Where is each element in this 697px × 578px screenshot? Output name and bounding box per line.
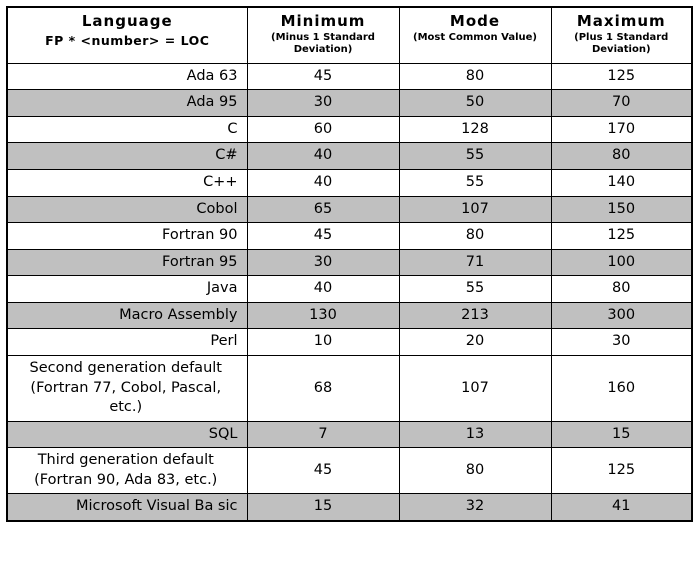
- table-row: Cobol 65 107 150: [6, 195, 693, 224]
- mode-cell: 55: [398, 275, 552, 303]
- header-minimum-title: Minimum: [280, 12, 366, 30]
- mode-cell: 80: [398, 62, 552, 91]
- minimum-cell: 30: [246, 89, 400, 117]
- maximum-cell: 80: [550, 275, 693, 303]
- mode-cell: 32: [398, 493, 552, 522]
- minimum-cell: 65: [246, 195, 400, 224]
- header-row: Language FP * <number> = LOC Minimum (Mi…: [6, 6, 693, 64]
- header-minimum: Minimum (Minus 1 Standard Deviation): [246, 6, 400, 64]
- mode-cell: 128: [398, 115, 552, 144]
- language-cell: Perl: [6, 328, 248, 356]
- mode-cell: 107: [398, 354, 552, 422]
- header-language-title: Language: [81, 12, 173, 30]
- table-row: C++ 40 55 140: [6, 169, 693, 197]
- table-row: Ada 95 30 50 70: [6, 89, 693, 117]
- language-cell: Ada 63: [6, 62, 248, 91]
- mode-cell: 55: [398, 169, 552, 197]
- language-cell: Cobol: [6, 195, 248, 224]
- maximum-cell: 15: [550, 420, 693, 449]
- maximum-cell: 70: [550, 89, 693, 117]
- maximum-cell: 100: [550, 248, 693, 277]
- table-row: Macro Assembly 130 213 300: [6, 301, 693, 330]
- table-row: SQL 7 13 15: [6, 420, 693, 449]
- minimum-cell: 7: [246, 420, 400, 449]
- mode-cell: 50: [398, 89, 552, 117]
- language-cell: Microsoft Visual Ba sic: [6, 493, 248, 522]
- maximum-cell: 80: [550, 142, 693, 170]
- maximum-cell: 150: [550, 195, 693, 224]
- fp-loc-conversion-table: Language FP * <number> = LOC Minimum (Mi…: [6, 6, 693, 522]
- maximum-cell: 30: [550, 328, 693, 356]
- header-maximum: Maximum (Plus 1 Standard Deviation): [550, 6, 693, 64]
- table-row: Ada 63 45 80 125: [6, 62, 693, 91]
- maximum-cell: 160: [550, 354, 693, 422]
- table-row: Second generation default (Fortran 77, C…: [6, 354, 693, 422]
- maximum-cell: 300: [550, 301, 693, 330]
- header-language-subtitle: FP * <number> = LOC: [45, 32, 210, 48]
- minimum-cell: 40: [246, 275, 400, 303]
- minimum-cell: 60: [246, 115, 400, 144]
- table-row: Third generation default (Fortran 90, Ad…: [6, 447, 693, 495]
- maximum-cell: 41: [550, 493, 693, 522]
- language-cell: Third generation default (Fortran 90, Ad…: [6, 447, 248, 495]
- language-cell: C++: [6, 169, 248, 197]
- language-cell: SQL: [6, 420, 248, 449]
- language-cell: C#: [6, 142, 248, 170]
- table-row: Perl 10 20 30: [6, 328, 693, 356]
- header-minimum-subtitle: (Minus 1 Standard Deviation): [271, 31, 375, 56]
- table-row: Java 40 55 80: [6, 275, 693, 303]
- mode-cell: 71: [398, 248, 552, 277]
- maximum-cell: 170: [550, 115, 693, 144]
- mode-cell: 20: [398, 328, 552, 356]
- minimum-cell: 15: [246, 493, 400, 522]
- mode-cell: 213: [398, 301, 552, 330]
- header-maximum-subtitle: (Plus 1 Standard Deviation): [574, 31, 669, 56]
- header-maximum-title: Maximum: [576, 12, 666, 30]
- minimum-cell: 130: [246, 301, 400, 330]
- header-mode-subtitle: (Most Common Value): [413, 31, 537, 43]
- mode-cell: 107: [398, 195, 552, 224]
- language-cell: Java: [6, 275, 248, 303]
- header-mode: Mode (Most Common Value): [398, 6, 552, 64]
- language-cell: C: [6, 115, 248, 144]
- minimum-cell: 30: [246, 248, 400, 277]
- table-row: C 60 128 170: [6, 115, 693, 144]
- table-row: Fortran 90 45 80 125: [6, 222, 693, 250]
- maximum-cell: 140: [550, 169, 693, 197]
- language-cell: Second generation default (Fortran 77, C…: [6, 354, 248, 422]
- minimum-cell: 40: [246, 142, 400, 170]
- mode-cell: 13: [398, 420, 552, 449]
- header-mode-title: Mode: [449, 12, 501, 30]
- maximum-cell: 125: [550, 222, 693, 250]
- mode-cell: 55: [398, 142, 552, 170]
- maximum-cell: 125: [550, 62, 693, 91]
- table-row: C# 40 55 80: [6, 142, 693, 170]
- minimum-cell: 45: [246, 222, 400, 250]
- maximum-cell: 125: [550, 447, 693, 495]
- language-cell: Fortran 90: [6, 222, 248, 250]
- mode-cell: 80: [398, 447, 552, 495]
- table-header: Language FP * <number> = LOC Minimum (Mi…: [6, 6, 693, 64]
- language-cell: Macro Assembly: [6, 301, 248, 330]
- minimum-cell: 10: [246, 328, 400, 356]
- table-body: Ada 63 45 80 125 Ada 95 30 50 70 C 60 128 170 C# 40 55…: [6, 62, 693, 522]
- minimum-cell: 45: [246, 447, 400, 495]
- minimum-cell: 68: [246, 354, 400, 422]
- table-row: Microsoft Visual Ba sic 15 32 41: [6, 493, 693, 522]
- minimum-cell: 45: [246, 62, 400, 91]
- table-row: Fortran 95 30 71 100: [6, 248, 693, 277]
- mode-cell: 80: [398, 222, 552, 250]
- minimum-cell: 40: [246, 169, 400, 197]
- language-cell: Ada 95: [6, 89, 248, 117]
- language-cell: Fortran 95: [6, 248, 248, 277]
- header-language: Language FP * <number> = LOC: [6, 6, 248, 64]
